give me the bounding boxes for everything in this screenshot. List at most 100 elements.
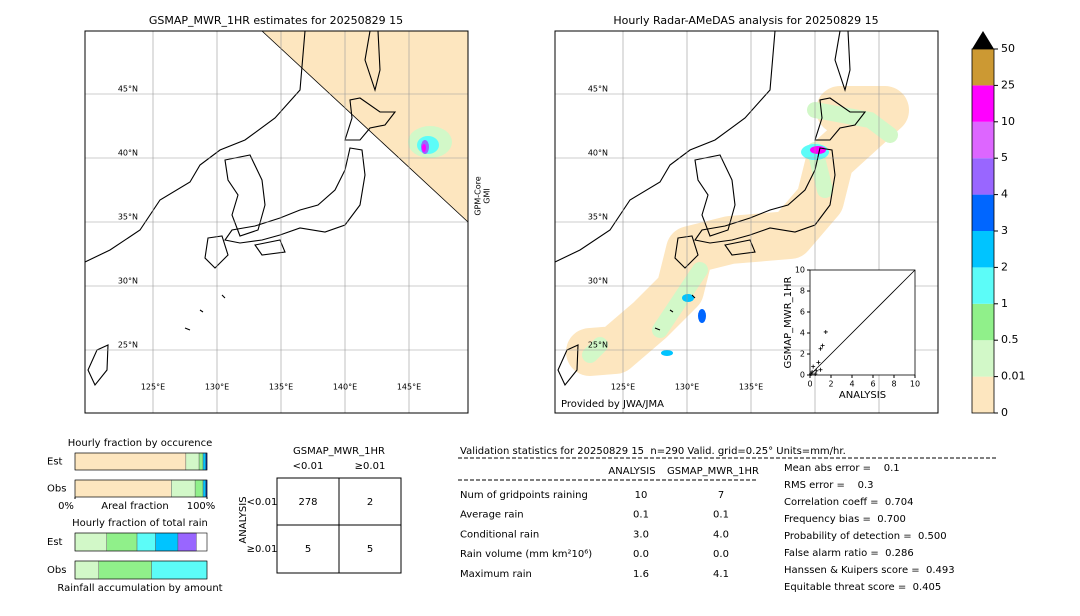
swath-edge bbox=[261, 30, 469, 223]
lat-label: 25°N bbox=[118, 341, 138, 350]
colorbar-segment bbox=[972, 49, 994, 86]
bar-frame bbox=[74, 560, 208, 580]
y-tick-label: 0 bbox=[800, 371, 805, 380]
coastline bbox=[84, 30, 306, 263]
bar-segment bbox=[98, 560, 152, 580]
score: False alarm ratio = 0.286 bbox=[784, 548, 914, 559]
point bbox=[813, 371, 818, 376]
x-tick-label: 0% bbox=[58, 501, 74, 512]
lat-label: 30°N bbox=[588, 277, 608, 286]
colorbar-label: 5 bbox=[1001, 151, 1008, 164]
point bbox=[814, 368, 819, 373]
x-tick-label: 8 bbox=[891, 380, 896, 389]
coastline bbox=[224, 147, 366, 244]
y-tick-label: 2 bbox=[800, 350, 805, 359]
score: RMS error = 0.3 bbox=[784, 480, 874, 491]
lon-label: 140°E bbox=[333, 383, 357, 392]
coastline bbox=[224, 154, 266, 237]
column-label: <0.01 bbox=[293, 461, 324, 472]
y-tick-label: 8 bbox=[800, 287, 805, 296]
chart-title: Hourly fraction by occurence bbox=[68, 438, 212, 449]
score: Equitable threat score = 0.405 bbox=[784, 582, 941, 593]
x-tick-label: 0 bbox=[807, 380, 812, 389]
colorbar-label: 0 bbox=[1001, 406, 1008, 419]
lat-label: 30°N bbox=[118, 277, 138, 286]
score: Correlation coeff = 0.704 bbox=[784, 497, 914, 508]
category-label: Est bbox=[47, 537, 63, 548]
colorbar-segment bbox=[972, 85, 994, 122]
column-label: ≥0.01 bbox=[355, 461, 386, 472]
lat-label: 40°N bbox=[588, 149, 608, 158]
colorbar-segment bbox=[972, 267, 994, 304]
map-title: GSMAP_MWR_1HR estimates for 20250829 15 bbox=[149, 14, 403, 27]
colorbar-label: 25 bbox=[1001, 78, 1015, 91]
row-label: Maximum rain bbox=[460, 569, 532, 580]
rain-area bbox=[698, 309, 706, 323]
stat-value: 1.6 bbox=[633, 569, 649, 580]
table-cell: 5 bbox=[305, 544, 311, 555]
x-tick-label: 2 bbox=[828, 380, 833, 389]
point bbox=[810, 369, 815, 374]
bar-frame bbox=[74, 479, 208, 498]
colorbar-segment bbox=[972, 340, 994, 377]
bar-segment bbox=[151, 560, 208, 580]
point bbox=[820, 343, 825, 348]
map-frame bbox=[84, 30, 469, 414]
bar-segment bbox=[74, 452, 187, 471]
coastline bbox=[254, 239, 286, 256]
score: Hanssen & Kuipers score = 0.493 bbox=[784, 565, 955, 576]
score: Probability of detection = 0.500 bbox=[784, 531, 947, 542]
bar-segment bbox=[171, 479, 196, 498]
coastline bbox=[694, 147, 836, 244]
map-frame bbox=[554, 30, 939, 414]
row-label: <0.01 bbox=[247, 497, 278, 508]
coastline bbox=[674, 235, 699, 269]
stat-value: 3.0 bbox=[633, 529, 649, 540]
credit: Provided by JWA/JMA bbox=[561, 399, 664, 410]
point bbox=[811, 364, 816, 369]
coastline bbox=[204, 235, 229, 269]
y-axis-label: GSMAP_MWR_1HR bbox=[783, 277, 794, 369]
point bbox=[818, 346, 823, 351]
bar-segment bbox=[74, 479, 172, 498]
y-tick-label: 10 bbox=[795, 266, 805, 275]
point bbox=[818, 367, 823, 372]
stats-title: Validation statistics for 20250829 15 n=… bbox=[460, 446, 846, 457]
x-tick-label: 4 bbox=[849, 380, 854, 389]
stat-value: 4.1 bbox=[713, 569, 729, 580]
coastline bbox=[654, 294, 696, 331]
sensor-label: GMI bbox=[483, 188, 492, 203]
coastline bbox=[814, 97, 867, 141]
map bbox=[84, 30, 469, 413]
coastline bbox=[834, 30, 851, 92]
category-label: Obs bbox=[47, 565, 66, 576]
lat-label: 45°N bbox=[588, 85, 608, 94]
coastline bbox=[554, 30, 776, 263]
bar-segment bbox=[202, 452, 206, 471]
x-tick-label: 6 bbox=[870, 380, 875, 389]
rain-area bbox=[682, 294, 694, 302]
stat-value: 4.0 bbox=[713, 529, 729, 540]
y-tick-label: 6 bbox=[800, 308, 805, 317]
colorbar-label: 0.5 bbox=[1001, 333, 1019, 346]
rain-area bbox=[582, 102, 898, 363]
colorbar-label: 50 bbox=[1001, 42, 1015, 55]
y-tick-label: 4 bbox=[800, 329, 805, 338]
lon-label: 125°E bbox=[141, 383, 165, 392]
stat-value: 10 bbox=[635, 490, 648, 501]
bar-frame bbox=[74, 452, 208, 471]
colorbar-extend bbox=[972, 31, 994, 49]
colorbar-segment bbox=[972, 158, 994, 195]
stat-value: 7 bbox=[718, 490, 724, 501]
lon-label: 130°E bbox=[675, 383, 699, 392]
table-cell: 5 bbox=[367, 544, 373, 555]
stat-value: 0.0 bbox=[713, 549, 729, 560]
bar-segment bbox=[106, 532, 138, 552]
coastline bbox=[344, 97, 397, 141]
lon-label: 125°E bbox=[611, 383, 635, 392]
colorbar-segment bbox=[972, 194, 994, 231]
chart-title: Hourly fraction of total rain bbox=[72, 518, 208, 529]
x-axis-label: Areal fraction bbox=[101, 501, 168, 512]
bar-segment bbox=[198, 452, 204, 471]
